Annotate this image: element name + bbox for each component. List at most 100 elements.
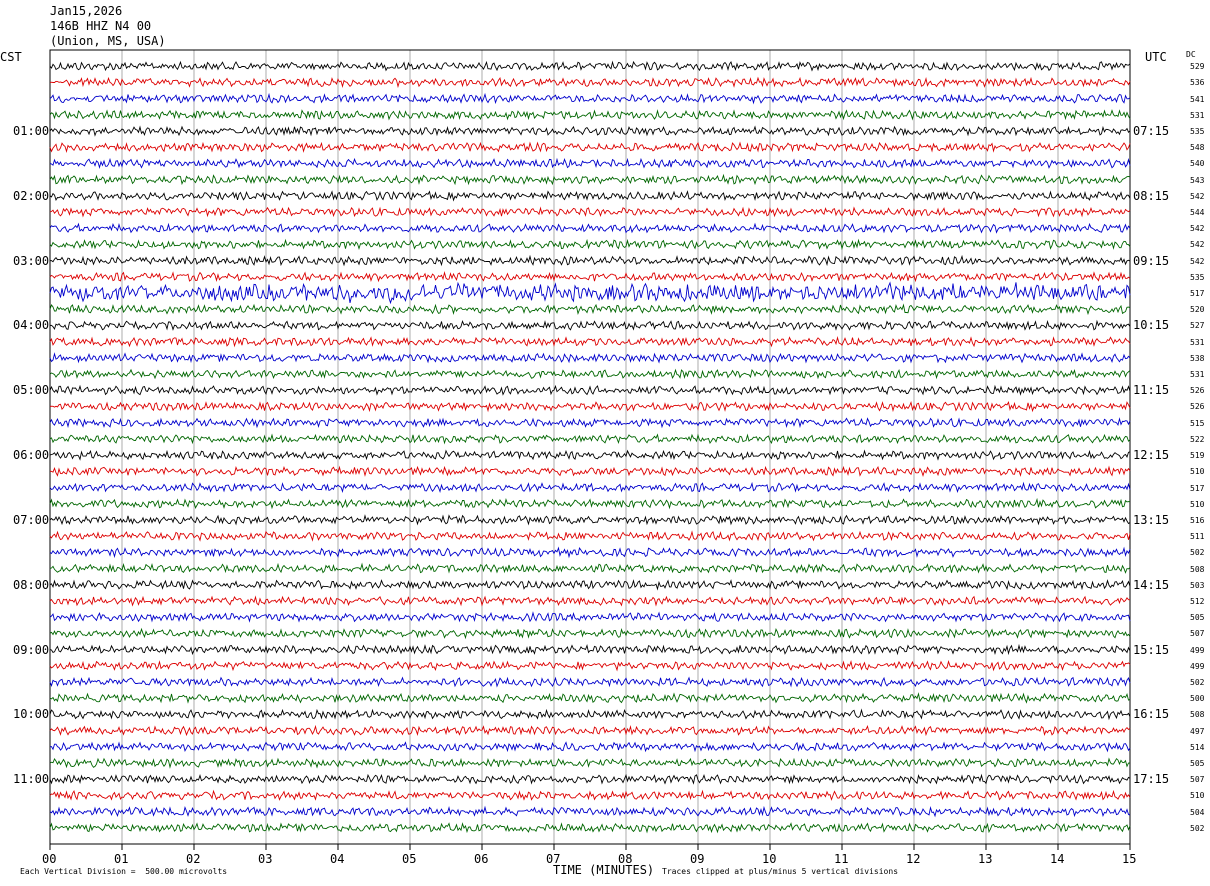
x-tick-label: 00	[42, 852, 57, 866]
right-hour-label: 14:15	[1133, 577, 1170, 592]
seismic-trace	[49, 384, 1131, 396]
seismic-trace	[49, 281, 1131, 305]
left-hour-label: 08:00	[13, 577, 50, 592]
seismic-trace	[49, 352, 1131, 364]
dc-offset-value: 512	[1190, 596, 1205, 606]
seismic-trace	[49, 336, 1131, 348]
seismic-trace	[49, 157, 1131, 170]
x-tick-label: 01	[114, 852, 129, 866]
seismic-trace	[49, 627, 1131, 640]
seismic-trace	[49, 92, 1131, 105]
seismic-trace	[49, 789, 1131, 801]
dc-offset-value: 548	[1190, 143, 1205, 153]
dc-offset-value: 507	[1190, 629, 1205, 639]
x-tick-label: 13	[978, 852, 993, 866]
dc-offset-value: 502	[1190, 823, 1205, 833]
x-tick-label: 06	[474, 852, 489, 866]
seismic-trace	[49, 530, 1131, 542]
vertical-division-note: Each Vertical Division = 500.00 microvol…	[20, 867, 228, 876]
dc-offset-value: 542	[1190, 256, 1205, 266]
seismic-trace	[49, 595, 1131, 607]
seismic-trace	[49, 141, 1131, 153]
seismic-trace	[49, 449, 1131, 461]
dc-offset-value: 540	[1190, 159, 1205, 169]
right-timezone-label: UTC	[1145, 50, 1167, 64]
dc-offset-value: 502	[1190, 548, 1205, 558]
seismic-trace	[49, 773, 1131, 785]
dc-offset-value: 504	[1190, 807, 1205, 817]
right-hour-label: 09:15	[1133, 253, 1170, 268]
seismic-trace	[49, 676, 1131, 688]
seismic-trace	[49, 368, 1131, 380]
seismic-trace	[49, 173, 1131, 186]
seismic-trace	[49, 271, 1131, 283]
dc-offset-header: DC	[1186, 50, 1196, 59]
dc-offset-value: 507	[1190, 775, 1205, 785]
seismic-trace	[49, 238, 1131, 251]
x-tick-label: 07	[546, 852, 561, 866]
dc-offset-value: 502	[1190, 677, 1205, 687]
dc-offset-value: 531	[1190, 370, 1205, 380]
right-hour-label: 13:15	[1133, 512, 1170, 527]
x-tick-label: 10	[762, 852, 777, 866]
left-hour-label: 06:00	[13, 448, 50, 463]
left-hour-label: 11:00	[13, 772, 50, 787]
dc-offset-value: 517	[1190, 289, 1205, 299]
left-hour-label: 05:00	[13, 383, 50, 398]
left-timezone-label: CST	[0, 50, 22, 64]
plot-date: Jan15,2026	[50, 4, 123, 18]
dc-offset-value: 531	[1190, 337, 1205, 347]
seismic-trace	[49, 741, 1131, 753]
dc-offset-value: 519	[1190, 451, 1205, 461]
seismic-trace	[49, 109, 1131, 121]
seismic-trace	[49, 222, 1131, 234]
seismic-trace	[49, 822, 1131, 834]
dc-offset-value: 544	[1190, 208, 1205, 218]
dc-offset-value: 516	[1190, 515, 1205, 525]
right-hour-label: 07:15	[1133, 124, 1170, 139]
seismic-trace	[49, 497, 1131, 510]
right-hour-label: 12:15	[1133, 448, 1170, 463]
seismic-trace	[49, 206, 1131, 218]
dc-offset-value: 510	[1190, 791, 1205, 801]
dc-offset-value: 538	[1190, 353, 1205, 363]
seismic-trace	[49, 319, 1131, 331]
seismic-trace	[49, 190, 1131, 202]
seismic-trace	[49, 125, 1131, 137]
seismic-trace	[49, 303, 1131, 316]
right-hour-label: 10:15	[1133, 318, 1170, 333]
x-axis-title: TIME (MINUTES)	[553, 863, 655, 877]
left-hour-label: 01:00	[13, 124, 50, 139]
left-hour-label: 10:00	[13, 707, 50, 722]
dc-offset-value: 535	[1190, 272, 1205, 282]
right-hour-label: 17:15	[1133, 772, 1170, 787]
dc-offset-value: 522	[1190, 434, 1205, 444]
dc-offset-value: 527	[1190, 321, 1205, 331]
left-hour-label: 09:00	[13, 642, 50, 657]
seismic-trace	[49, 660, 1131, 672]
dc-offset-value: 500	[1190, 694, 1205, 704]
dc-offset-value: 508	[1190, 710, 1205, 720]
left-hour-label: 03:00	[13, 253, 50, 268]
dc-offset-value: 508	[1190, 564, 1205, 574]
dc-offset-value: 529	[1190, 62, 1205, 72]
dc-offset-value: 497	[1190, 726, 1205, 736]
seismic-trace	[49, 433, 1131, 445]
dc-offset-value: 542	[1190, 224, 1205, 234]
seismic-trace	[49, 757, 1131, 769]
dc-offset-value: 515	[1190, 418, 1205, 428]
dc-offset-value: 503	[1190, 580, 1205, 590]
seismic-trace	[49, 611, 1131, 623]
dc-offset-value: 511	[1190, 532, 1205, 542]
dc-offset-value: 542	[1190, 191, 1205, 201]
seismic-trace	[49, 254, 1131, 267]
dc-offset-value: 526	[1190, 402, 1205, 412]
station-location: (Union, MS, USA)	[50, 34, 166, 48]
right-hour-label: 15:15	[1133, 642, 1170, 657]
station-code: 146B HHZ N4 00	[50, 19, 152, 33]
seismic-trace	[49, 401, 1131, 413]
left-hour-label: 07:00	[13, 512, 50, 527]
clip-note: Traces clipped at plus/minus 5 vertical …	[662, 867, 899, 876]
right-hour-label: 11:15	[1133, 383, 1170, 398]
x-tick-label: 02	[186, 852, 201, 866]
